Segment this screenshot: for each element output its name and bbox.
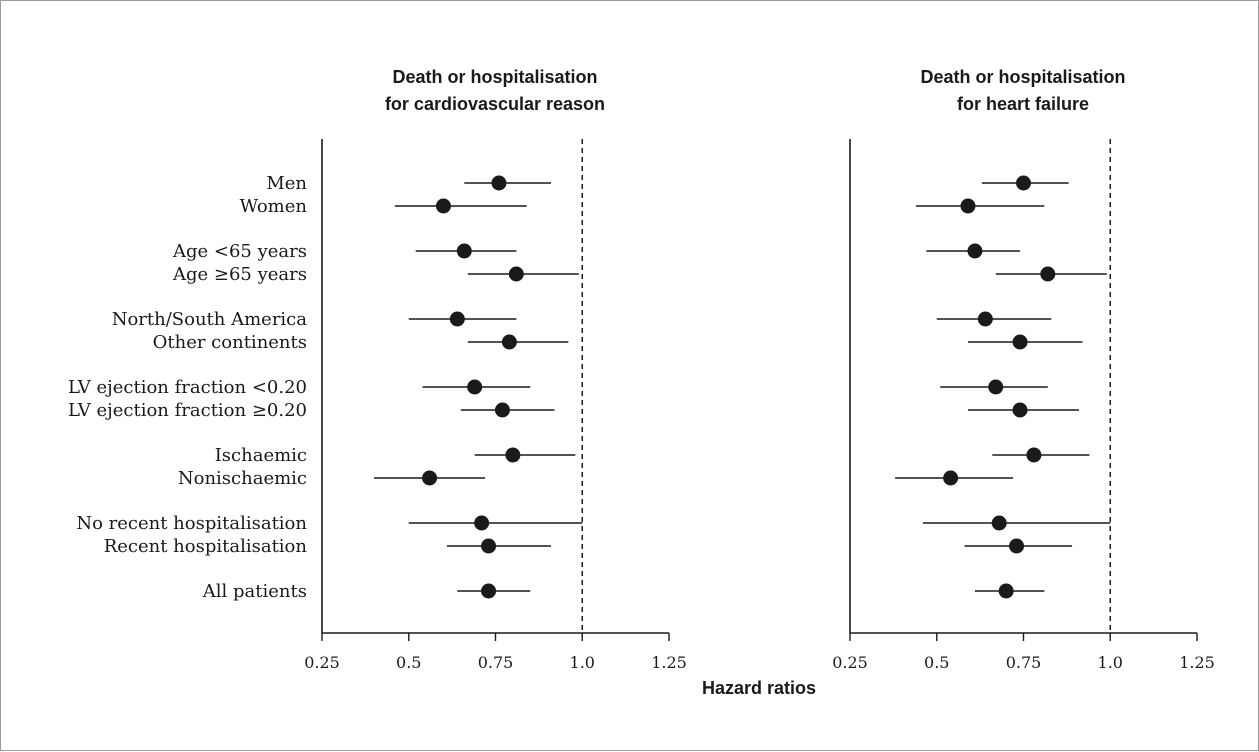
hazard-ratio-point — [1026, 447, 1042, 463]
hazard-ratio-point — [1012, 402, 1028, 418]
x-tick-label: 1.25 — [651, 653, 687, 672]
hazard-ratio-point — [960, 198, 976, 214]
hazard-ratio-point — [988, 379, 1004, 395]
hazard-ratio-point — [943, 470, 959, 486]
x-tick-label: 0.25 — [304, 653, 340, 672]
hazard-ratio-point — [501, 334, 517, 350]
category-label: LV ejection fraction ≥0.20 — [68, 400, 307, 421]
x-tick-label: 0.75 — [478, 653, 514, 672]
x-tick-label: 0.75 — [1006, 653, 1042, 672]
category-label: Ischaemic — [215, 445, 307, 466]
category-label: All patients — [202, 581, 307, 602]
hazard-ratio-point — [456, 243, 472, 259]
hazard-ratio-point — [505, 447, 521, 463]
hazard-ratio-point — [494, 402, 510, 418]
x-tick-label: 1.0 — [570, 653, 595, 672]
category-label: LV ejection fraction <0.20 — [68, 377, 307, 398]
category-label: No recent hospitalisation — [76, 513, 307, 534]
category-label: Recent hospitalisation — [104, 536, 308, 557]
hazard-ratio-point — [1012, 334, 1028, 350]
hazard-ratio-point — [967, 243, 983, 259]
category-label: Men — [266, 173, 307, 194]
hazard-ratio-point — [1009, 538, 1025, 554]
hazard-ratio-point — [1040, 266, 1056, 282]
x-tick-label: 0.25 — [832, 653, 868, 672]
x-tick-label: 0.5 — [924, 653, 949, 672]
hazard-ratio-point — [467, 379, 483, 395]
hazard-ratio-point — [491, 175, 507, 191]
panel-title: Death or hospitalisation — [392, 67, 597, 87]
hazard-ratio-point — [422, 470, 438, 486]
category-label: Nonischaemic — [178, 468, 307, 489]
hazard-ratio-point — [435, 198, 451, 214]
hazard-ratio-point — [991, 515, 1007, 531]
category-label: Other continents — [153, 332, 307, 353]
panel-title: Death or hospitalisation — [920, 67, 1125, 87]
x-axis-label: Hazard ratios — [702, 678, 816, 698]
panel-title: for cardiovascular reason — [385, 94, 605, 114]
hazard-ratio-point — [977, 311, 993, 327]
x-tick-label: 0.5 — [396, 653, 421, 672]
hazard-ratio-point — [481, 583, 497, 599]
hazard-ratio-point — [481, 538, 497, 554]
hazard-ratio-point — [449, 311, 465, 327]
category-label: Age ≥65 years — [172, 264, 307, 285]
category-label: Women — [240, 196, 308, 217]
category-label: Age <65 years — [172, 241, 307, 262]
x-tick-label: 1.25 — [1179, 653, 1215, 672]
hazard-ratio-point — [508, 266, 524, 282]
panel-title: for heart failure — [957, 94, 1089, 114]
x-tick-label: 1.0 — [1098, 653, 1123, 672]
hazard-ratio-point — [474, 515, 490, 531]
hazard-ratio-point — [998, 583, 1014, 599]
category-label: North/South America — [112, 309, 308, 330]
hazard-ratio-point — [1016, 175, 1031, 191]
